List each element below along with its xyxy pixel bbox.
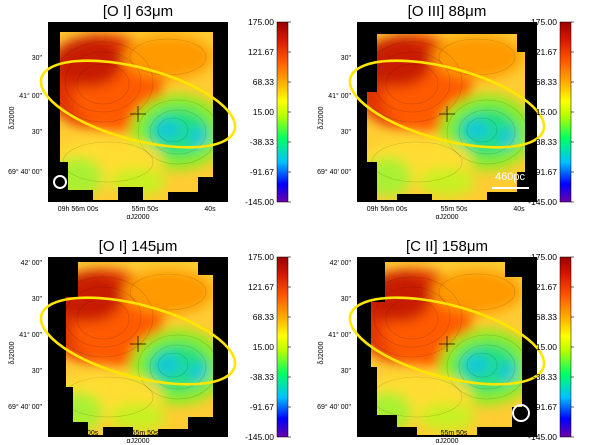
dec-tick: 69° 40' 00" <box>8 168 42 176</box>
colorbar-tick-label: 15.00 <box>253 342 275 352</box>
colorbar-tick-label: -38.33 <box>533 137 557 147</box>
beam-circle-icon <box>512 404 530 422</box>
colorbar-tick-label: -145.00 <box>245 432 274 442</box>
colorbar: 175.00 121.67 68.33 15.00 -38.33 -91.67 -145.0… <box>528 17 574 207</box>
ra-tick: 55m 50s <box>132 206 159 213</box>
galaxy-ellipse <box>348 59 546 149</box>
colorbar: 175.00 121.67 68.33 15.00 -38.33 -91.67 -145.0… <box>245 252 291 442</box>
colorbar-tick-label: -91.67 <box>250 402 274 412</box>
colorbar-tick-label: 175.00 <box>531 17 557 27</box>
beam-circle-icon <box>53 175 67 189</box>
ra-tick: 55m 50s <box>441 206 468 213</box>
colorbar-tick-label: 15.00 <box>253 107 275 117</box>
ra-axis-label: αJ2000 <box>126 214 149 221</box>
colorbar: 175.00 121.67 68.33 15.00 -38.33 -91.67 -145.0… <box>528 252 574 442</box>
center-cross-icon <box>439 336 455 352</box>
ra-tick: 55m 50s <box>441 430 468 437</box>
dec-tick: 41° 00" <box>328 92 351 100</box>
colorbar-tick-label: -38.33 <box>250 372 274 382</box>
dec-axis-label: δJ2000 <box>318 341 325 364</box>
colorbar-tick-label: 121.67 <box>531 282 557 292</box>
colorbar-tick-label: 121.67 <box>248 47 274 57</box>
dec-tick: 69° 40' 00" <box>8 403 42 411</box>
dec-tick: 30" <box>341 368 352 375</box>
ra-axis-label: αJ2000 <box>435 438 458 445</box>
panel-title: [O I] 145μm <box>99 238 178 255</box>
center-cross-icon <box>439 106 455 122</box>
center-cross-icon <box>130 336 146 352</box>
ra-tick: 09h 56m 00s <box>58 206 99 213</box>
velocity-map <box>43 22 228 202</box>
ra-tick: 09h 56m 00s <box>58 430 99 437</box>
panel-title: [C II] 158μm <box>406 238 488 255</box>
scale-bar-label: 460pc <box>495 171 525 183</box>
dec-tick: 42' 00" <box>330 260 352 267</box>
colorbar-tick-label: 15.00 <box>536 107 558 117</box>
dec-tick: 30" <box>32 368 43 375</box>
galaxy-ellipse <box>39 59 237 149</box>
colorbar-tick-label: -145.00 <box>528 197 557 207</box>
colorbar-tick-label: 175.00 <box>248 17 274 27</box>
ra-tick: 40s <box>204 206 216 213</box>
ra-tick: 40s <box>513 430 525 437</box>
colorbar-tick-label: 121.67 <box>531 47 557 57</box>
colorbar-tick-label: -145.00 <box>528 432 557 442</box>
colorbar-tick-label: 68.33 <box>253 312 275 322</box>
ra-tick: 09h 56m 00s <box>367 206 408 213</box>
colorbar-tick-label: 15.00 <box>536 342 558 352</box>
dec-tick: 41° 00" <box>19 331 42 339</box>
colorbar-tick-label: -38.33 <box>533 372 557 382</box>
panel-oi-63: [O I] 63μm 30" 41° 00" 30" 69° 40' 00" δ… <box>8 3 237 221</box>
galaxy-ellipse <box>39 296 237 386</box>
ra-tick: 09h 56m 00s <box>367 430 408 437</box>
colorbar-tick-label: -91.67 <box>533 167 557 177</box>
panel-oi-145: [O I] 145μm 42' 00" 30" 41° 00" 30" 69° … <box>8 238 237 445</box>
dec-tick: 30" <box>341 129 352 136</box>
dec-axis-label: δJ2000 <box>318 106 325 129</box>
colorbar-tick-label: 68.33 <box>536 77 558 87</box>
dec-tick: 69° 40' 00" <box>317 403 351 411</box>
ra-tick: 40s <box>204 430 216 437</box>
colorbar-tick-label: 175.00 <box>248 252 274 262</box>
dec-tick: 69° 40' 00" <box>317 168 351 176</box>
ra-axis-label: αJ2000 <box>435 214 458 221</box>
ra-axis-label: αJ2000 <box>126 438 149 445</box>
dec-tick: 30" <box>341 296 352 303</box>
dec-tick: 30" <box>32 129 43 136</box>
ra-tick: 40s <box>513 206 525 213</box>
galaxy-ellipse <box>348 296 546 386</box>
colorbar: 175.00 121.67 68.33 15.00 -38.33 -91.67 -145.0… <box>245 17 291 207</box>
center-cross-icon <box>130 106 146 122</box>
colorbar-tick-label: 68.33 <box>253 77 275 87</box>
colorbar-tick-label: -145.00 <box>245 197 274 207</box>
colorbar-tick-label: -91.67 <box>250 167 274 177</box>
ra-tick: 55m 50s <box>132 430 159 437</box>
panel-title: [O I] 63μm <box>103 3 173 20</box>
dec-axis-label: δJ2000 <box>9 341 16 364</box>
colorbar-tick-label: 121.67 <box>248 282 274 292</box>
colorbar-tick-label: 68.33 <box>536 312 558 322</box>
panel-title: [O III] 88μm <box>408 3 487 20</box>
colorbar-tick-label: -38.33 <box>250 137 274 147</box>
colorbar-tick-label: -91.67 <box>533 402 557 412</box>
dec-tick: 30" <box>32 55 43 62</box>
dec-tick: 42' 00" <box>21 260 43 267</box>
colorbar-tick-label: 175.00 <box>531 252 557 262</box>
panel-oiii-88: [O III] 88μm 460pc 30" 41° 00" 30" 69° 4… <box>317 3 546 221</box>
dec-tick: 41° 00" <box>328 331 351 339</box>
panel-cii-158: [C II] 158μm 42' 00" 30" 41° 00" 30" 69°… <box>317 238 546 445</box>
dec-tick: 30" <box>32 296 43 303</box>
dec-tick: 30" <box>341 55 352 62</box>
dec-axis-label: δJ2000 <box>9 106 16 129</box>
dec-tick: 41° 00" <box>19 92 42 100</box>
